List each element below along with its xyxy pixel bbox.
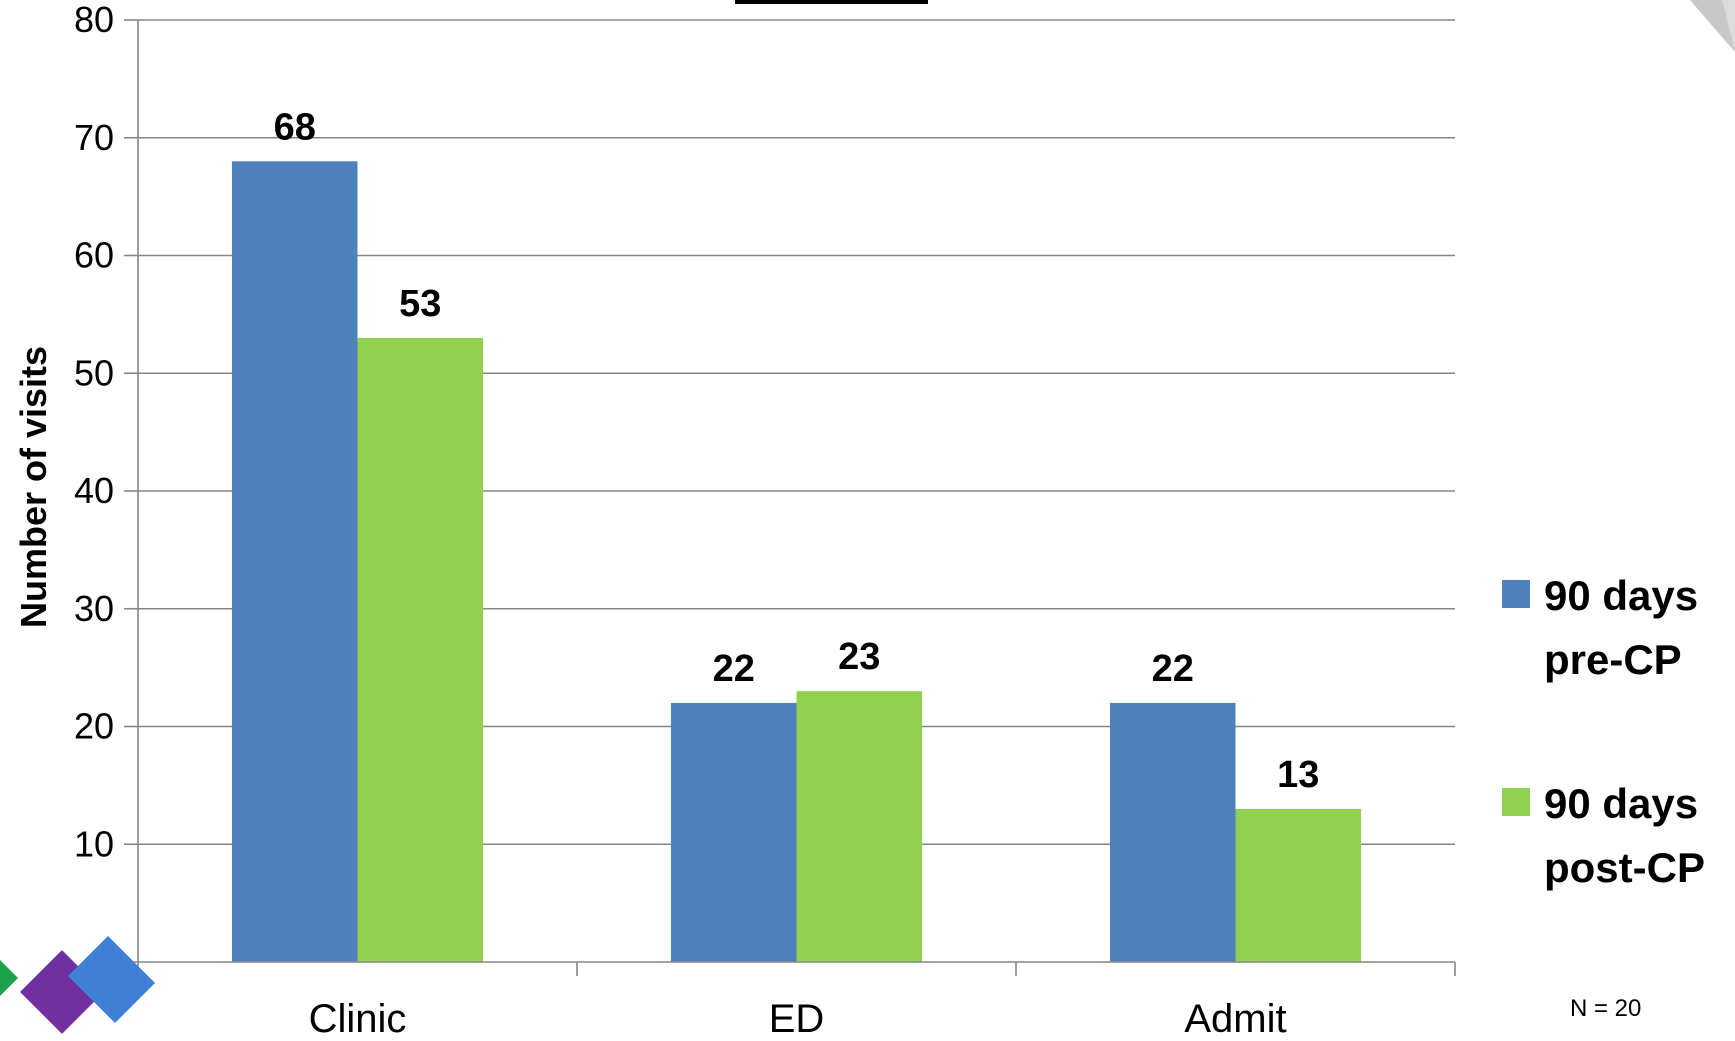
y-tick-label: 70 — [74, 117, 114, 158]
bars — [231, 161, 1362, 963]
bar-ed-pre — [670, 702, 797, 962]
bar-ed-post — [796, 691, 923, 962]
legend-label: post-CP — [1544, 844, 1705, 891]
legend-label: pre-CP — [1544, 636, 1682, 683]
bar-clinic-post — [357, 337, 484, 962]
y-tick-label: 80 — [74, 0, 114, 40]
corner-fold-shadow — [1690, 0, 1735, 52]
legend-label: 90 days — [1544, 572, 1698, 619]
y-tick-label: 30 — [74, 588, 114, 629]
logo-icon — [0, 936, 155, 1039]
bar-admit-post — [1235, 808, 1362, 962]
y-tick-label: 50 — [74, 352, 114, 393]
bar-clinic-pre — [231, 161, 358, 963]
x-category-label: Clinic — [309, 997, 407, 1041]
y-tick-label: 40 — [74, 470, 114, 511]
data-label: 22 — [1152, 648, 1194, 690]
legend: 90 days pre-CP 90 days post-CP — [1502, 572, 1705, 891]
data-label: 53 — [399, 283, 441, 325]
legend-swatch — [1502, 580, 1530, 608]
y-tick-label: 10 — [74, 823, 114, 864]
x-category-label: ED — [769, 997, 825, 1041]
y-tick-label: 20 — [74, 706, 114, 747]
data-label: 23 — [838, 636, 880, 678]
legend-label: 90 days — [1544, 780, 1698, 827]
legend-swatch — [1502, 788, 1530, 816]
x-category-label: Admit — [1184, 997, 1286, 1041]
data-label: 68 — [274, 106, 316, 148]
data-label: 22 — [713, 648, 755, 690]
y-axis-title: Number of visits — [13, 346, 54, 628]
bar-admit-pre — [1109, 702, 1236, 962]
sample-size-note: N = 20 — [1570, 995, 1641, 1022]
labels: 010203040506070806853Clinic2223ED2213Adm… — [74, 0, 1319, 1041]
title-underline-decoration — [735, 0, 928, 4]
data-label: 13 — [1277, 754, 1319, 796]
y-tick-label: 60 — [74, 235, 114, 276]
